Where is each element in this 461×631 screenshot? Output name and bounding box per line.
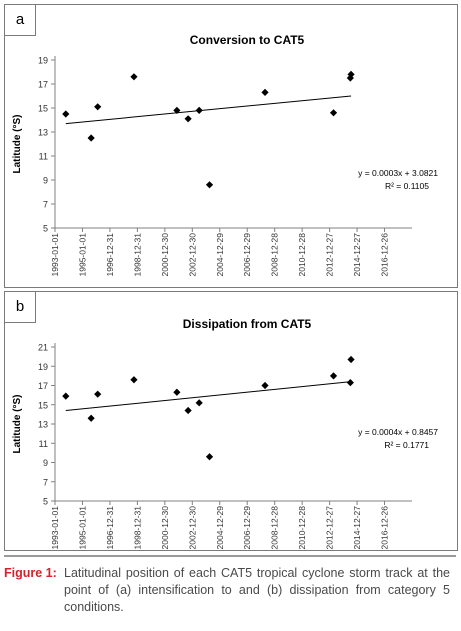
x-tick-label: 1993-01-01 [50, 233, 60, 277]
y-tick-label: 21 [38, 343, 48, 353]
data-point [130, 376, 138, 384]
x-tick-label: 2012-12-27 [325, 506, 335, 550]
y-tick-label: 17 [38, 80, 48, 90]
x-tick-label: 2004-12-29 [215, 506, 225, 550]
data-point [184, 115, 192, 123]
data-point [87, 414, 95, 422]
x-tick-label: 1993-01-01 [50, 506, 60, 550]
x-tick-label: 2006-12-29 [242, 506, 252, 550]
x-tick-label: 2014-12-27 [352, 233, 362, 277]
x-tick-label: 2016-12-26 [380, 506, 390, 550]
y-axis-label: Latitude (°S) [12, 395, 23, 454]
y-tick-label: 17 [38, 381, 48, 391]
data-point [130, 73, 138, 81]
data-point [87, 134, 95, 142]
y-tick-label: 19 [38, 56, 48, 66]
y-tick-label: 5 [43, 224, 48, 234]
trendline-equation: y = 0.0004x + 0.8457 [358, 427, 438, 437]
x-tick-label: 2010-12-28 [297, 506, 307, 550]
y-tick-label: 7 [43, 477, 48, 487]
data-point [347, 355, 355, 364]
data-point [261, 381, 269, 390]
r-squared-label: R² = 0.1771 [384, 440, 429, 450]
chart-panel-a: a Conversion to CAT5 Latitude (°S) 5 7 9 11 13… [4, 4, 458, 288]
data-point [347, 70, 355, 78]
panel-label-b: b [5, 292, 36, 323]
x-tick-label: 1995-01-01 [77, 233, 87, 277]
x-tick-label: 2000-12-30 [160, 233, 170, 277]
y-tick-label: 5 [43, 497, 48, 507]
data-point [173, 106, 181, 114]
caption-text: Latitudinal position of each CAT5 tropic… [64, 566, 450, 614]
x-tick-label: 1998-12-31 [132, 506, 142, 550]
x-tick-label: 1996-12-31 [105, 506, 115, 550]
data-point [205, 181, 214, 189]
x-tick-label: 2002-12-30 [187, 233, 197, 277]
y-tick-label: 9 [43, 176, 48, 186]
x-tick-label: 2004-12-29 [215, 233, 225, 277]
x-tick-label: 2008-12-28 [270, 233, 280, 277]
x-tick-label: 2012-12-27 [325, 233, 335, 277]
y-tick-label: 15 [38, 400, 48, 410]
panel-label-a: a [5, 5, 36, 36]
scatter-chart-a: Conversion to CAT5 Latitude (°S) 5 7 9 11 13 15… [12, 33, 438, 277]
y-tick-label: 13 [38, 420, 48, 430]
data-point [195, 399, 203, 407]
scatter-chart-b: Dissipation from CAT5 Latitude (°S) 5 7 9 11 1… [12, 317, 438, 550]
x-tick-label: 1995-01-01 [77, 506, 87, 550]
data-point [329, 372, 338, 380]
data-point [94, 390, 102, 398]
caption-label: Figure 1: [4, 566, 57, 580]
x-tick-label: 2000-12-30 [160, 506, 170, 550]
data-point [62, 110, 70, 118]
chart-title: Conversion to CAT5 [190, 33, 305, 47]
data-point [184, 406, 192, 415]
data-point [346, 379, 354, 387]
data-point [94, 103, 102, 111]
y-axis-label: Latitude (°S) [12, 115, 23, 174]
y-tick-label: 7 [43, 200, 48, 210]
data-point [261, 88, 269, 96]
data-point [205, 453, 214, 461]
x-tick-label: 2014-12-27 [352, 506, 362, 550]
figure-caption: Figure 1: Latitudinal position of each C… [4, 555, 456, 616]
r-squared-label: R² = 0.1105 [385, 181, 429, 191]
trendline-equation: y = 0.0003x + 3.0821 [358, 168, 438, 178]
chart-panel-b: b Dissipation from CAT5 Latitude (°S) 5 7 9 1… [4, 291, 458, 551]
trendline [65, 381, 352, 412]
data-point [62, 392, 70, 400]
x-tick-label: 2006-12-29 [242, 233, 252, 277]
x-tick-label: 2008-12-28 [270, 506, 280, 550]
x-tick-label: 2016-12-26 [380, 233, 390, 277]
chart-title: Dissipation from CAT5 [183, 317, 312, 331]
data-point [329, 109, 338, 117]
y-tick-label: 13 [38, 128, 48, 138]
x-tick-label: 2010-12-28 [297, 233, 307, 277]
y-tick-label: 9 [43, 458, 48, 468]
x-tick-label: 1998-12-31 [132, 233, 142, 277]
trendline [65, 95, 352, 125]
x-tick-label: 1996-12-31 [105, 233, 115, 277]
y-tick-label: 15 [38, 104, 48, 114]
x-tick-label: 2002-12-30 [187, 506, 197, 550]
y-tick-label: 11 [39, 439, 48, 449]
data-point [195, 106, 203, 114]
y-tick-label: 11 [39, 152, 48, 162]
data-point [173, 388, 181, 396]
y-tick-label: 19 [38, 362, 48, 372]
